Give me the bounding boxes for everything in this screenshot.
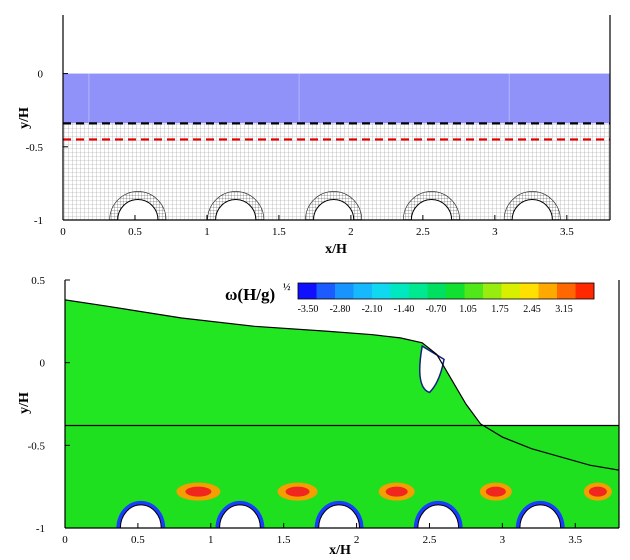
- bottom-y-tick-label-2: -0.5: [28, 440, 46, 452]
- colorbar-tick-label-5: 1.05: [459, 304, 477, 315]
- bottom-y-axis-label: y/H: [17, 392, 32, 414]
- colorbar-tick-label-2: -2.10: [362, 304, 383, 315]
- bottom-y-tick-label-3: -1: [36, 523, 45, 535]
- top-y-tick-label-0: 0: [38, 69, 44, 81]
- bottom-clip-group: [65, 299, 619, 528]
- bottom-plot-area: [65, 299, 619, 528]
- bottom-x-tick-label-1: 0.5: [131, 534, 145, 546]
- top-x-tick-label-2: 1: [204, 226, 210, 238]
- colorbar-swatch-4: [372, 283, 391, 299]
- top-cylinder-0: [117, 199, 159, 220]
- colorbar-swatch-15: [575, 283, 595, 299]
- colorbar-tick-label-0: -3.50: [298, 304, 319, 315]
- colorbar-tick-label-1: -2.80: [330, 304, 351, 315]
- colorbar-swatches: [297, 282, 595, 300]
- colorbar-swatch-9: [464, 283, 484, 299]
- bottom-x-tick-label-3: 1.5: [277, 534, 291, 546]
- bottom-panel-vorticity: 0 0.5 1 1.5 2 2.5 3 3.5 0.5 0 -0.5 -1 x/H y/H: [17, 275, 620, 558]
- top-cylinder-2: [312, 199, 355, 220]
- bottom-y-tick-label-1: 0: [40, 358, 46, 370]
- bottom-x-tick-label-4: 2: [354, 534, 360, 546]
- bottom-free-surface-line: [65, 299, 619, 471]
- top-clip-group: [63, 73, 610, 220]
- bottom-y-tick-label-0: 0.5: [31, 275, 45, 287]
- colorbar-swatch-13: [538, 283, 558, 299]
- colorbar-swatch-5: [390, 283, 410, 299]
- bottom-cylinder-3: [417, 504, 460, 528]
- bottom-x-axis-label: x/H: [329, 543, 351, 558]
- top-plot-area: [63, 73, 610, 220]
- top-y-tick-label-1: -0.5: [26, 142, 44, 154]
- bottom-cylinder-2: [318, 504, 360, 528]
- top-y-ticks: 0 -0.5 -1: [26, 69, 68, 227]
- colorbar-ticks: -3.50 -2.80 -2.10 -1.40 -0.70 1.05 1.75 2.45 3.1…: [298, 304, 573, 315]
- colorbar-swatch-10: [483, 283, 502, 299]
- colorbar-swatch-0: [298, 283, 317, 299]
- top-x-tick-label-7: 3.5: [560, 226, 574, 238]
- colorbar-label-exponent: ½: [283, 282, 291, 293]
- bottom-x-tick-label-6: 3: [500, 534, 506, 546]
- bottom-breaking-wave-void: [419, 344, 445, 394]
- colorbar-swatch-6: [409, 283, 428, 299]
- bottom-x-ticks: 0 0.5 1 1.5 2 2.5 3 3.5: [62, 523, 583, 546]
- colorbar-swatch-3: [353, 283, 373, 299]
- bottom-cylinder-4: [519, 504, 562, 528]
- colorbar-label: ω(H/g): [225, 285, 275, 304]
- colorbar-swatch-8: [446, 283, 465, 299]
- top-x-tick-label-5: 2.5: [416, 226, 430, 238]
- colorbar: ω(H/g) ½ -3.50 -2.80 -2.10 -1.40 -0.70 1.05 1.…: [225, 282, 595, 315]
- colorbar-swatch-1: [316, 283, 336, 299]
- bottom-vortex-red-3: [485, 486, 506, 497]
- top-x-tick-label-1: 0.5: [128, 226, 142, 238]
- top-cylinder-1: [215, 199, 257, 220]
- bottom-x-tick-label-2: 1: [208, 534, 214, 546]
- colorbar-swatch-14: [557, 283, 576, 299]
- colorbar-swatch-2: [335, 283, 354, 299]
- colorbar-swatch-12: [520, 283, 539, 299]
- top-y-tick-label-2: -1: [34, 215, 43, 227]
- colorbar-tick-label-3: -1.40: [394, 304, 415, 315]
- colorbar-tick-label-4: -0.70: [426, 304, 447, 315]
- bottom-x-tick-label-5: 2.5: [423, 534, 437, 546]
- bottom-x-tick-label-0: 0: [62, 534, 68, 546]
- bottom-y-ticks: 0.5 0 -0.5 -1: [28, 275, 70, 535]
- colorbar-tick-label-8: 3.15: [555, 304, 573, 315]
- colorbar-tick-label-7: 2.45: [523, 304, 541, 315]
- top-cylinder-3: [410, 199, 453, 220]
- top-x-axis-label: x/H: [325, 242, 347, 257]
- top-x-tick-label-6: 3: [492, 226, 498, 238]
- top-x-tick-label-0: 0: [60, 226, 66, 238]
- colorbar-frame: [297, 282, 595, 300]
- bottom-vortex-red-0: [185, 486, 212, 497]
- top-water-region: [63, 73, 610, 124]
- bottom-vortex-red-1: [285, 486, 310, 497]
- bottom-vortex-red-2: [385, 486, 408, 497]
- bottom-cylinder-1: [219, 504, 261, 528]
- bottom-vortex-red-4: [588, 486, 607, 497]
- top-x-ticks: 0 0.5 1 1.5 2 2.5 3 3.5: [60, 215, 574, 238]
- top-panel-mesh: 0 0.5 1 1.5 2 2.5 3 3.5 0 -0.5 -1 x/H y/H: [17, 15, 611, 257]
- bottom-cylinder-0: [119, 504, 162, 528]
- colorbar-tick-label-6: 1.75: [491, 304, 509, 315]
- bottom-x-tick-label-7: 3.5: [568, 534, 582, 546]
- top-cylinder-4: [511, 199, 553, 220]
- top-y-axis-label: y/H: [17, 107, 32, 129]
- top-x-tick-label-4: 2: [348, 226, 354, 238]
- colorbar-swatch-7: [427, 283, 447, 299]
- top-x-tick-label-3: 1.5: [272, 226, 286, 238]
- colorbar-swatch-11: [501, 283, 521, 299]
